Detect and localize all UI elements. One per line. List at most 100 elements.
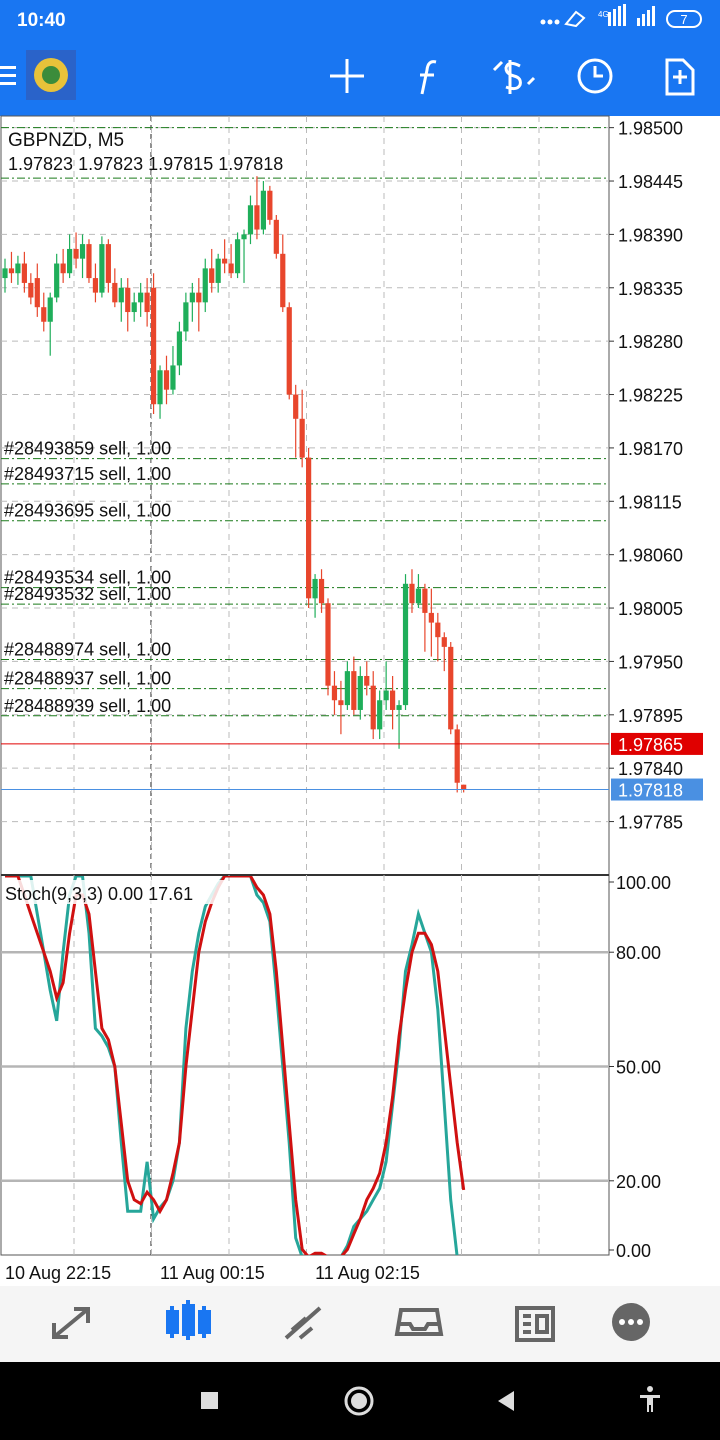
candle-body [222, 258, 228, 264]
order-label: #28493715 sell, 1.00 [4, 464, 171, 484]
candle-body [318, 578, 325, 604]
candle-body [422, 588, 428, 613]
battery-level: 7 [680, 12, 687, 27]
candle-body [47, 297, 53, 322]
order-label: #28493532 sell, 1.00 [4, 584, 171, 604]
candle-body [273, 219, 279, 254]
candle-body [267, 190, 273, 220]
candle-body [189, 292, 195, 303]
candle-body [357, 675, 363, 710]
candle-body [92, 278, 99, 293]
candle-body [196, 292, 202, 303]
candle-body [118, 287, 124, 303]
candle-body [390, 690, 396, 710]
y-tick-label: 80.00 [616, 943, 661, 963]
x-tick-label: 11 Aug 02:15 [315, 1263, 420, 1283]
candle-body [105, 244, 111, 283]
y-tick-label: 1.98060 [618, 546, 683, 566]
order-label: #28493695 sell, 1.00 [4, 501, 171, 521]
y-tick-label: 1.98280 [618, 332, 683, 352]
chart-tab[interactable] [166, 1300, 211, 1340]
y-tick-label: 1.98225 [618, 386, 683, 406]
candle-body [67, 248, 73, 274]
candle-body [2, 268, 8, 279]
bid-label: 1.97818 [618, 781, 683, 801]
candle-body [228, 263, 234, 274]
app-logo[interactable] [26, 50, 76, 100]
candle-body [215, 258, 221, 283]
candle-body [234, 239, 241, 274]
chat-tab[interactable] [612, 1303, 650, 1341]
indicators-button[interactable] [420, 60, 437, 95]
history-button[interactable] [577, 58, 613, 94]
candle-body [306, 457, 312, 599]
candle-body [21, 263, 27, 283]
trade-button[interactable] [492, 60, 536, 94]
trade-tab[interactable] [284, 1306, 322, 1340]
order-label: #28493859 sell, 1.00 [4, 439, 171, 459]
candle-body [448, 646, 454, 730]
chart-subtitle: 1.97823 1.97823 1.97815 1.97818 [8, 154, 283, 174]
y-tick-label: 1.97840 [618, 759, 683, 779]
y-tick-label: 1.98445 [618, 172, 683, 192]
title-bg [3, 880, 228, 904]
candle-body [254, 205, 260, 230]
candle-body [99, 244, 105, 293]
crosshair-button[interactable] [330, 59, 364, 93]
history-tab[interactable] [394, 1308, 444, 1336]
candle-body [344, 671, 350, 706]
candle-body [34, 278, 40, 308]
recents-button[interactable] [201, 1392, 218, 1409]
candle-body [241, 234, 247, 240]
candle-body [60, 263, 66, 274]
candle-body [157, 370, 163, 405]
y-tick-label: 1.97785 [618, 813, 683, 833]
accessibility-button[interactable] [640, 1386, 660, 1412]
y-tick-label: 1.98335 [618, 279, 683, 299]
candle-body [312, 578, 318, 599]
candle-body [364, 675, 370, 686]
plot: 1.98500 1.98445 1.98390 1.98335 1.98280 1.982… [1, 116, 703, 1283]
candle-body [73, 248, 79, 259]
bid-box [611, 778, 703, 801]
quotes-tab[interactable] [52, 1307, 90, 1339]
candle-body [441, 637, 447, 647]
x-tick-label: 10 Aug 22:15 [5, 1263, 111, 1283]
order-label: #28488937 sell, 1.00 [4, 669, 171, 689]
candle-body [170, 365, 176, 390]
y-tick-label: 50.00 [616, 1058, 661, 1078]
stoch-line [5, 876, 459, 1255]
candle-body [280, 253, 286, 308]
network-label: 4G [598, 10, 609, 19]
y-tick-label: 1.98170 [618, 439, 683, 459]
back-button[interactable] [498, 1391, 514, 1411]
candle-body [8, 268, 15, 274]
y-tick-label: 100.00 [616, 873, 671, 893]
candle-body [299, 418, 305, 458]
candle-body [15, 263, 21, 274]
candle-body [409, 583, 415, 604]
home-button[interactable] [344, 1386, 374, 1416]
candle-body [428, 612, 434, 623]
candle-body [138, 292, 144, 303]
order-label: #28488939 sell, 1.00 [4, 696, 171, 716]
candle-body [209, 268, 215, 283]
new-order-button[interactable] [665, 58, 695, 96]
candle-body [325, 603, 331, 686]
candle-body [150, 287, 157, 405]
order-label: #28493534 sell, 1.00 [4, 568, 171, 588]
news-tab[interactable] [515, 1306, 555, 1342]
candle-body [54, 263, 60, 298]
y-tick-label: 1.98115 [618, 492, 682, 512]
chart-title: GBPNZD, M5 [8, 130, 124, 151]
candle-body [163, 370, 170, 390]
y-tick-label: 0.00 [616, 1241, 651, 1261]
candle-body [79, 244, 86, 259]
menu-button[interactable] [0, 66, 16, 85]
candle-body [454, 729, 460, 783]
y-tick-label: 1.97950 [618, 652, 683, 672]
y-tick-label: 1.98500 [618, 119, 683, 139]
y-tick-label: 20.00 [616, 1172, 661, 1192]
candle-body [202, 268, 208, 303]
